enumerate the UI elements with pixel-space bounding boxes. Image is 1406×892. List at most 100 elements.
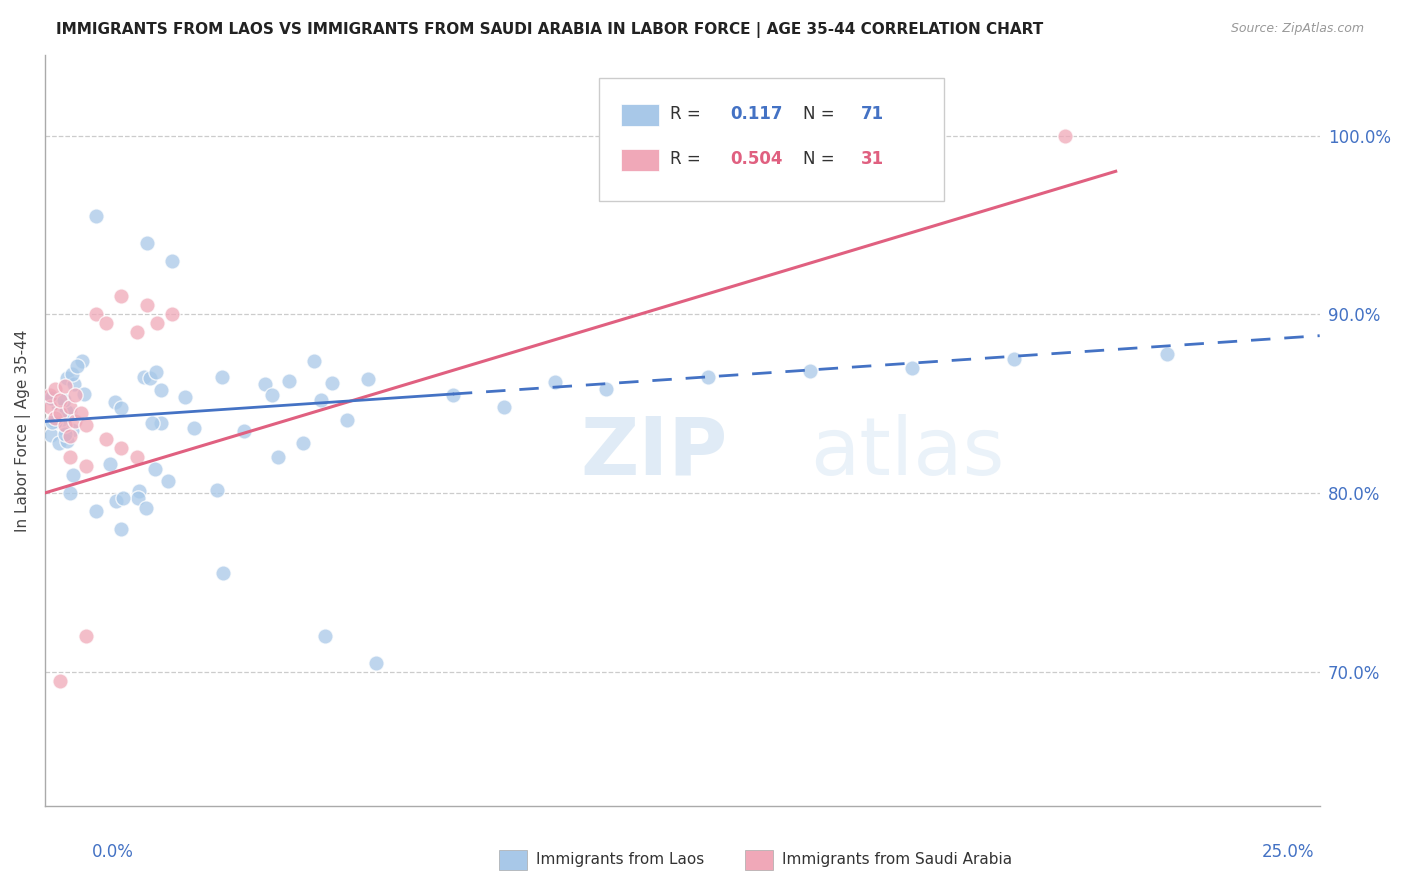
Point — [900, 360, 922, 375]
Point — [104, 493, 127, 508]
Point — [52, 416, 75, 430]
Point — [53, 378, 76, 392]
Point — [143, 462, 166, 476]
Point — [1053, 128, 1076, 143]
Point — [55, 434, 77, 448]
Text: 0.0%: 0.0% — [91, 843, 134, 861]
Text: ZIP: ZIP — [581, 414, 727, 491]
Point — [39, 427, 62, 442]
Point — [63, 377, 86, 392]
Text: 0.504: 0.504 — [731, 151, 783, 169]
Point — [799, 364, 821, 378]
Point — [55, 404, 77, 418]
Point — [44, 382, 66, 396]
Point — [149, 416, 172, 430]
Point — [59, 486, 82, 500]
Bar — [621, 149, 659, 171]
Point — [162, 253, 184, 268]
Point — [157, 474, 180, 488]
Point — [145, 365, 167, 379]
Point — [174, 390, 197, 404]
Text: Immigrants from Saudi Arabia: Immigrants from Saudi Arabia — [782, 853, 1012, 867]
Point — [125, 450, 148, 465]
Point — [336, 413, 359, 427]
Point — [146, 316, 169, 330]
Text: IMMIGRANTS FROM LAOS VS IMMIGRANTS FROM SAUDI ARABIA IN LABOR FORCE | AGE 35-44 : IMMIGRANTS FROM LAOS VS IMMIGRANTS FROM … — [56, 22, 1043, 38]
Point — [162, 307, 184, 321]
Point — [94, 316, 117, 330]
Point — [1156, 346, 1178, 360]
Point — [60, 424, 83, 438]
Point — [110, 522, 132, 536]
Text: 31: 31 — [860, 151, 884, 169]
Text: 25.0%: 25.0% — [1263, 843, 1315, 861]
Point — [72, 354, 94, 368]
Point — [110, 401, 132, 416]
Bar — [621, 104, 659, 127]
Point — [441, 387, 464, 401]
Point — [366, 656, 388, 670]
Point — [302, 353, 325, 368]
Point — [84, 504, 107, 518]
Point — [39, 391, 62, 405]
Text: N =: N = — [803, 105, 841, 123]
Point — [207, 483, 229, 498]
Point — [44, 410, 66, 425]
Point — [260, 388, 283, 402]
Text: R =: R = — [669, 151, 706, 169]
Point — [544, 375, 567, 389]
Point — [149, 383, 172, 397]
Point — [357, 372, 380, 386]
FancyBboxPatch shape — [599, 78, 943, 202]
Point — [135, 501, 157, 516]
Point — [49, 673, 72, 688]
Point — [41, 415, 63, 429]
Point — [104, 395, 127, 409]
Point — [125, 325, 148, 339]
Point — [41, 391, 63, 405]
Point — [595, 382, 617, 396]
Point — [292, 435, 315, 450]
Point — [44, 415, 66, 429]
Point — [69, 405, 91, 419]
Point — [112, 491, 135, 506]
Point — [492, 400, 515, 414]
Point — [110, 442, 132, 456]
Point — [49, 392, 72, 407]
Point — [49, 405, 72, 419]
Point — [98, 457, 121, 471]
Point — [84, 209, 107, 223]
Point — [1002, 351, 1025, 366]
Point — [75, 417, 97, 432]
Point — [75, 459, 97, 474]
Point — [135, 298, 157, 312]
Point — [53, 428, 76, 442]
Point — [314, 629, 336, 643]
Point — [65, 414, 87, 428]
Point — [309, 392, 332, 407]
Point — [55, 371, 77, 385]
Y-axis label: In Labor Force | Age 35-44: In Labor Force | Age 35-44 — [15, 329, 31, 532]
Point — [65, 387, 87, 401]
Text: 0.117: 0.117 — [731, 105, 783, 123]
Point — [59, 406, 82, 420]
Point — [132, 369, 155, 384]
Text: Immigrants from Laos: Immigrants from Laos — [536, 853, 704, 867]
Point — [266, 450, 288, 465]
Point — [39, 400, 62, 414]
Point — [211, 370, 233, 384]
Point — [110, 289, 132, 303]
Point — [212, 566, 235, 581]
Point — [278, 374, 301, 388]
Text: 71: 71 — [860, 105, 884, 123]
Point — [135, 235, 157, 250]
Point — [233, 424, 256, 438]
Text: Source: ZipAtlas.com: Source: ZipAtlas.com — [1230, 22, 1364, 36]
Point — [48, 436, 70, 450]
Point — [75, 629, 97, 643]
Point — [53, 417, 76, 432]
Point — [62, 467, 84, 482]
Point — [53, 427, 76, 442]
Point — [53, 392, 76, 407]
Point — [66, 359, 89, 373]
